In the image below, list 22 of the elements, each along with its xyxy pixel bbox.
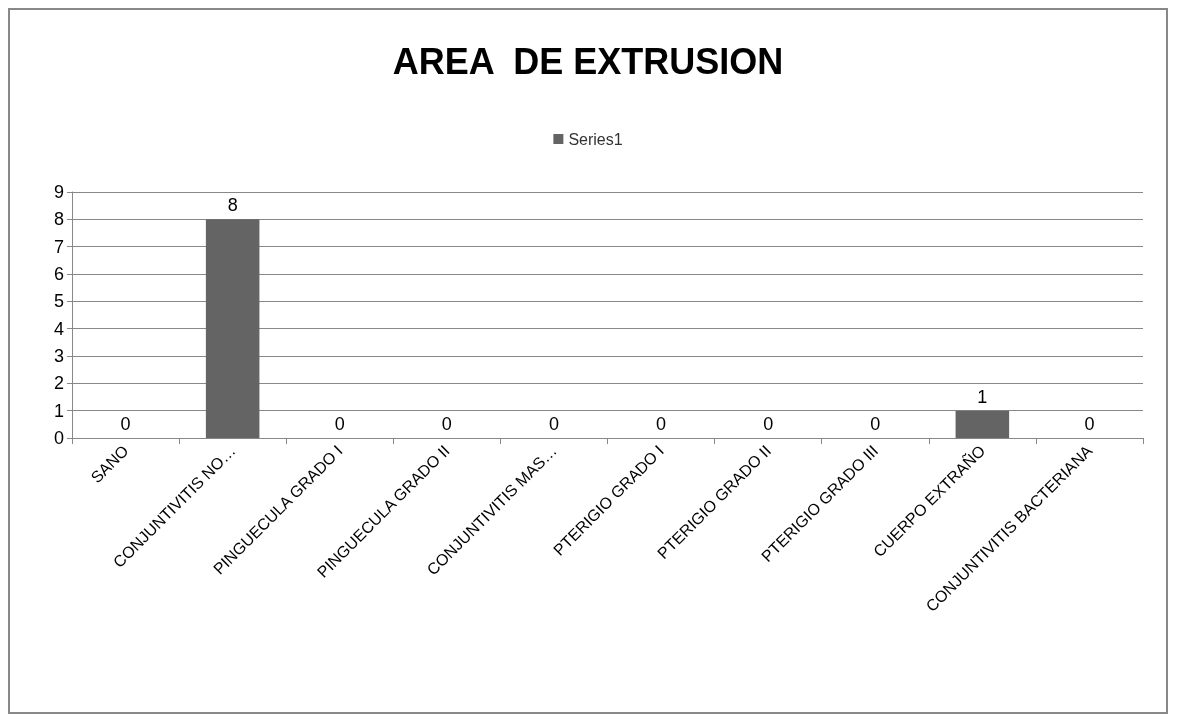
data-label: 0 [870, 414, 881, 434]
y-tick-label: 7 [53, 236, 64, 257]
y-tick-label: 5 [53, 291, 64, 312]
y-tick-label: 6 [53, 264, 64, 284]
y-tick-label: 1 [53, 400, 64, 421]
data-label: 0 [334, 414, 345, 434]
y-tick-label: 3 [53, 346, 64, 366]
data-label: 0 [763, 414, 774, 434]
legend-label: Series1 [568, 130, 623, 148]
y-tick-label: 4 [53, 318, 64, 339]
y-tick-label: 9 [53, 182, 64, 202]
chart-title: AREA DE EXTRUSION [392, 40, 784, 82]
data-label: 0 [120, 414, 131, 434]
y-tick-label: 0 [53, 428, 64, 448]
data-label: 0 [441, 414, 452, 434]
data-label: 0 [1084, 414, 1095, 434]
y-tick-label: 2 [53, 373, 64, 394]
data-label: 1 [977, 386, 988, 407]
data-label: 0 [548, 414, 559, 434]
y-tick-label: 8 [53, 209, 64, 230]
data-label: 0 [656, 414, 667, 434]
data-label: 8 [227, 195, 238, 216]
